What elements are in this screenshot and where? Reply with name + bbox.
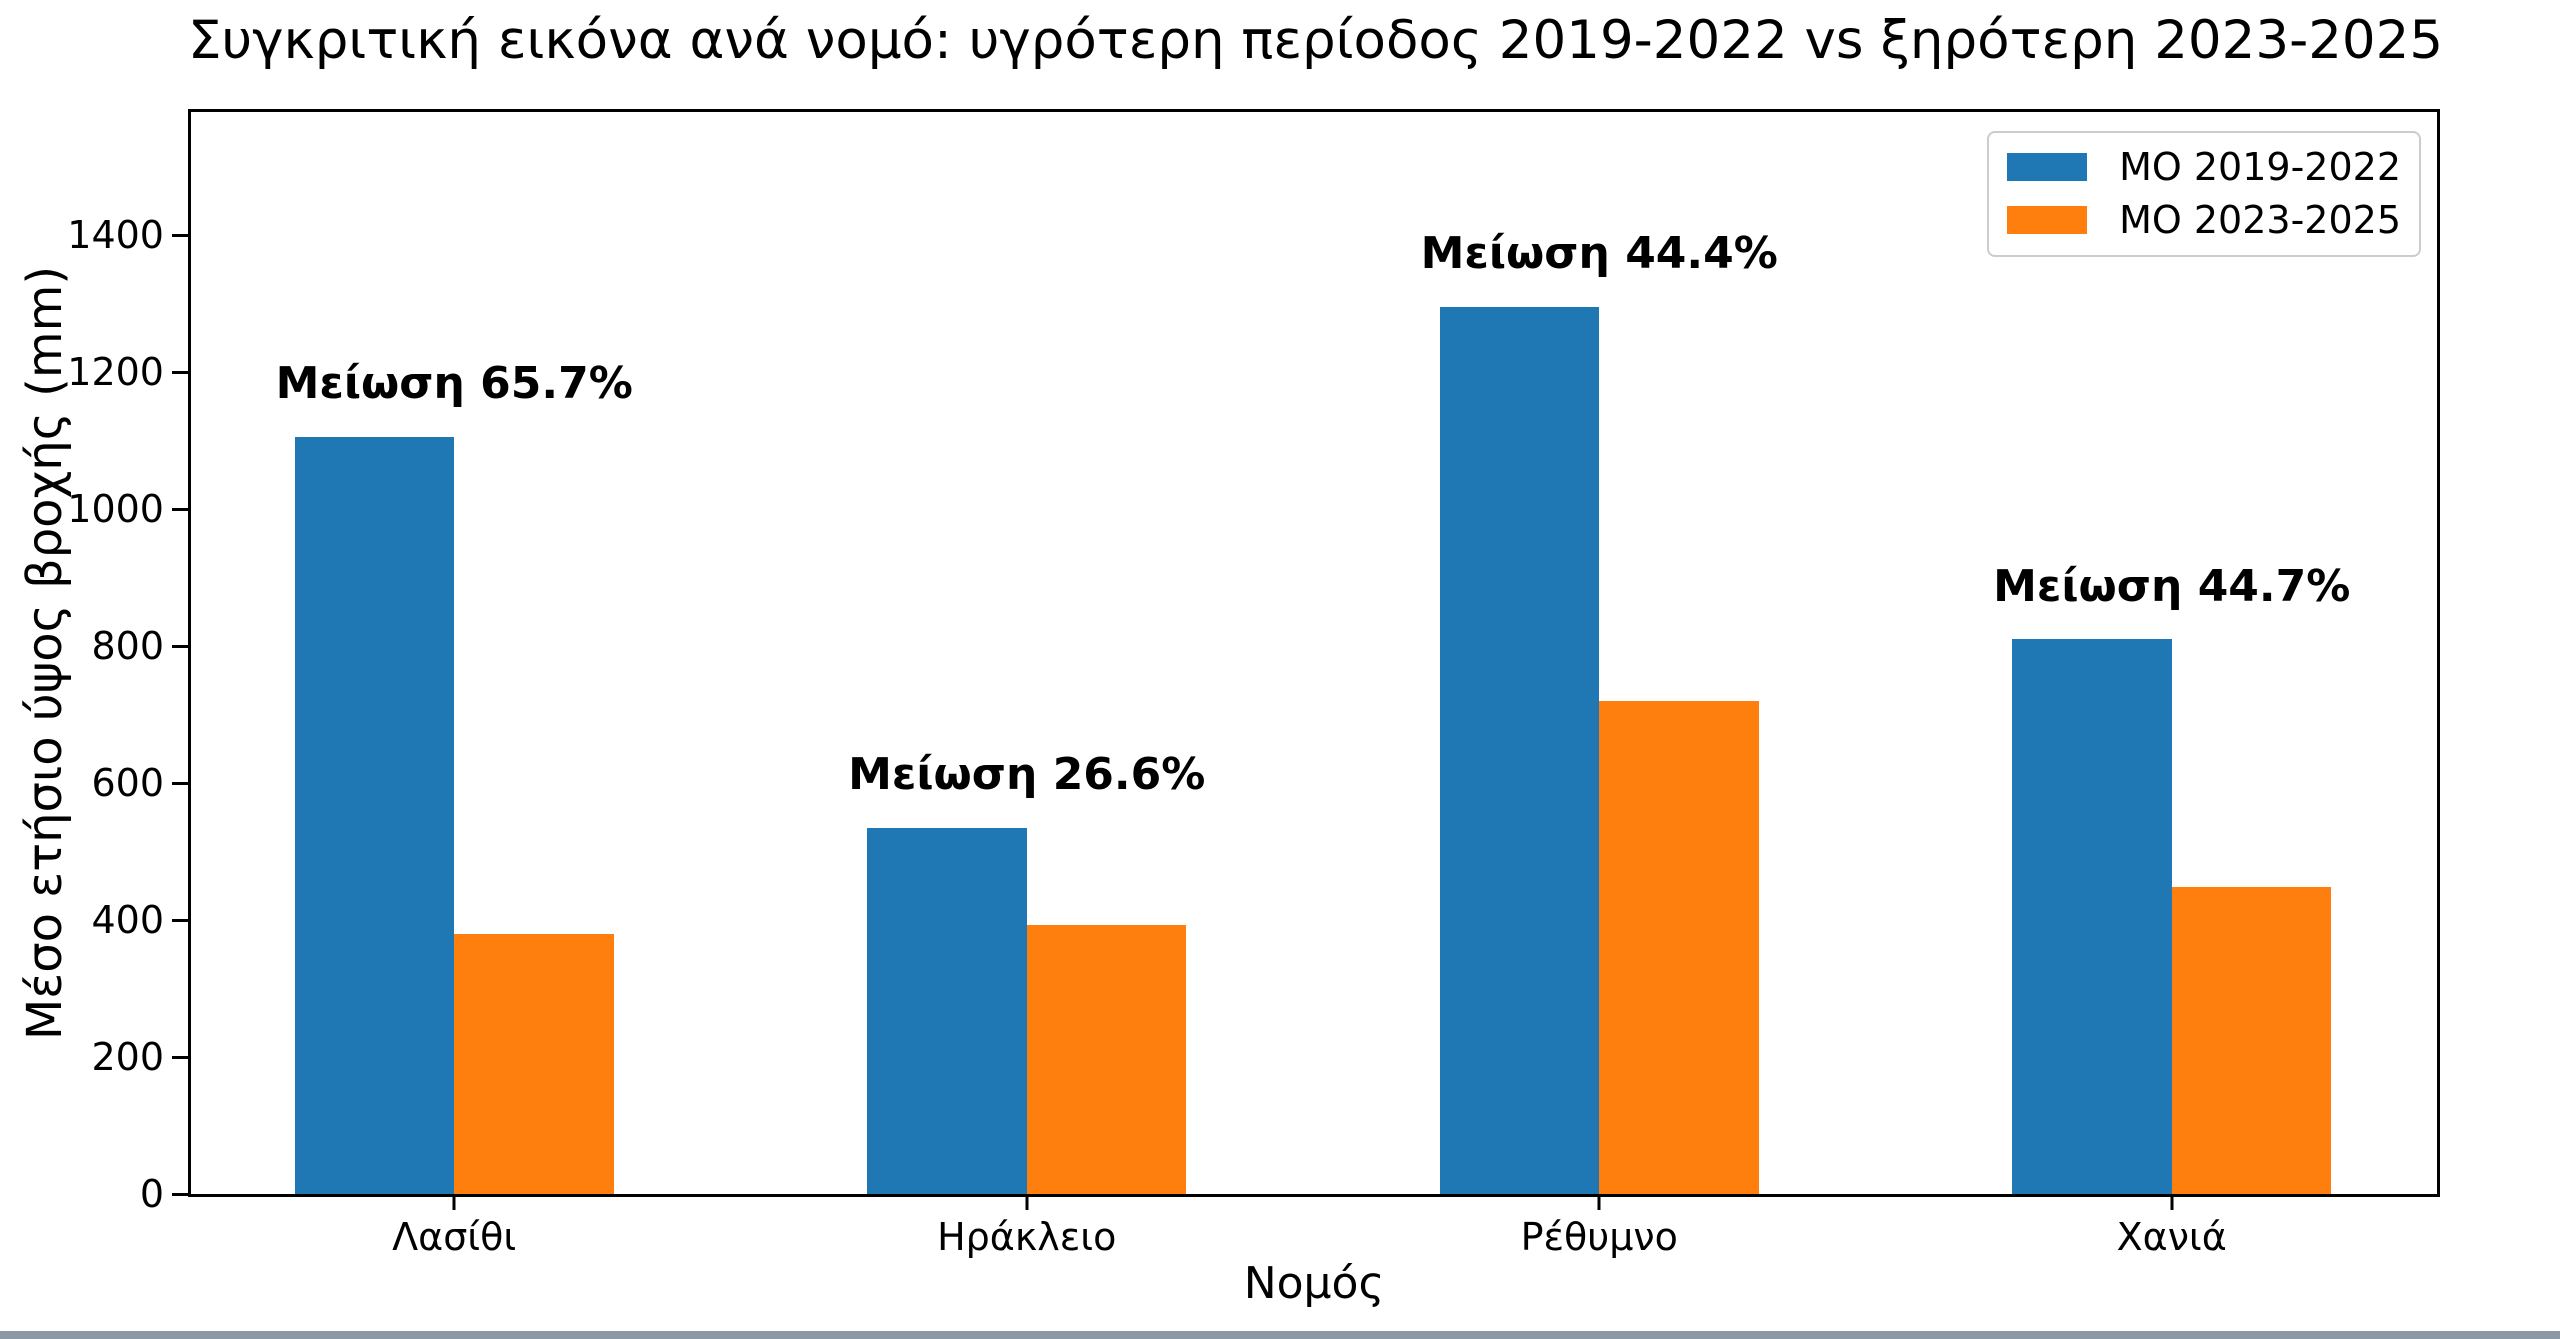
x-tick-label-Χανιά: Χανιά [2116, 1215, 2227, 1259]
bar-Ηράκλειο-2023-2025 [1026, 924, 1187, 1194]
legend: ΜΟ 2019-2022 ΜΟ 2023-2025 [1987, 131, 2421, 257]
annotation-Λασίθι: Μείωση 65.7% [275, 358, 633, 410]
y-tick-label: 800 [91, 624, 164, 669]
y-tick-mark [172, 507, 188, 511]
bar-Λασίθι-2023-2025 [454, 933, 614, 1194]
annotation-Ρέθυμνο: Μείωση 44.4% [1420, 228, 1778, 280]
bar-Χανιά-2023-2025 [2171, 887, 2332, 1194]
legend-label: ΜΟ 2023-2025 [2119, 197, 2401, 242]
y-tick-label: 200 [91, 1035, 164, 1080]
y-tick-label: 400 [91, 898, 164, 943]
legend-item-2023-2025: ΜΟ 2023-2025 [2007, 198, 2401, 243]
chart-title: Συγκριτική εικόνα ανά νομό: υγρότερη περ… [188, 10, 2444, 71]
y-tick-mark [172, 1192, 188, 1196]
y-tick-mark [172, 1055, 188, 1059]
y-tick-mark [172, 781, 188, 785]
legend-swatch-blue [2007, 153, 2088, 182]
x-axis-label: Νομός [1243, 1258, 1385, 1309]
y-tick-mark [172, 233, 188, 237]
x-tick-mark [2170, 1194, 2174, 1210]
y-axis-label: Μέσο ετήσιο ύψος βροχής (mm) [17, 265, 73, 1041]
bar-Χανιά-2019-2022 [2012, 639, 2172, 1194]
y-tick-label: 1000 [67, 487, 164, 532]
y-tick-mark [172, 918, 188, 922]
legend-swatch-orange [2007, 206, 2088, 235]
legend-item-2019-2022: ΜΟ 2019-2022 [2007, 145, 2401, 190]
window-edge-strip [0, 1331, 2560, 1339]
annotation-Ηράκλειο: Μείωση 26.6% [848, 748, 1206, 800]
plot-area: 0 200 400 600 800 1000 1200 1400 Μείωση 65.7% Λασ… [67, 109, 2440, 1256]
x-tick-mark [1025, 1194, 1029, 1210]
legend-label: ΜΟ 2019-2022 [2119, 145, 2401, 189]
bar-Ρέθυμνο-2023-2025 [1599, 700, 1759, 1194]
bar-Λασίθι-2019-2022 [294, 437, 455, 1194]
y-tick-mark [172, 370, 188, 374]
y-tick-label: 600 [91, 761, 164, 806]
y-tick-label: 0 [139, 1172, 164, 1216]
x-tick-label-Λασίθι: Λασίθι [392, 1215, 517, 1259]
bar-Ηράκλειο-2019-2022 [867, 827, 1027, 1194]
y-tick-label: 1400 [67, 213, 164, 258]
x-tick-mark [452, 1194, 456, 1210]
plot-canvas: 0 200 400 600 800 1000 1200 1400 Μείωση 65.7% Λασ… [67, 112, 2437, 1256]
x-tick-mark [1597, 1194, 1601, 1210]
x-tick-label-Ηράκλειο: Ηράκλειο [937, 1215, 1117, 1259]
bar-Ρέθυμνο-2019-2022 [1439, 307, 1600, 1194]
annotation-Χανιά: Μείωση 44.7% [1993, 560, 2351, 612]
y-tick-label: 1200 [67, 350, 164, 395]
x-tick-label-Ρέθυμνο: Ρέθυμνο [1520, 1215, 1678, 1259]
y-tick-mark [172, 644, 188, 648]
